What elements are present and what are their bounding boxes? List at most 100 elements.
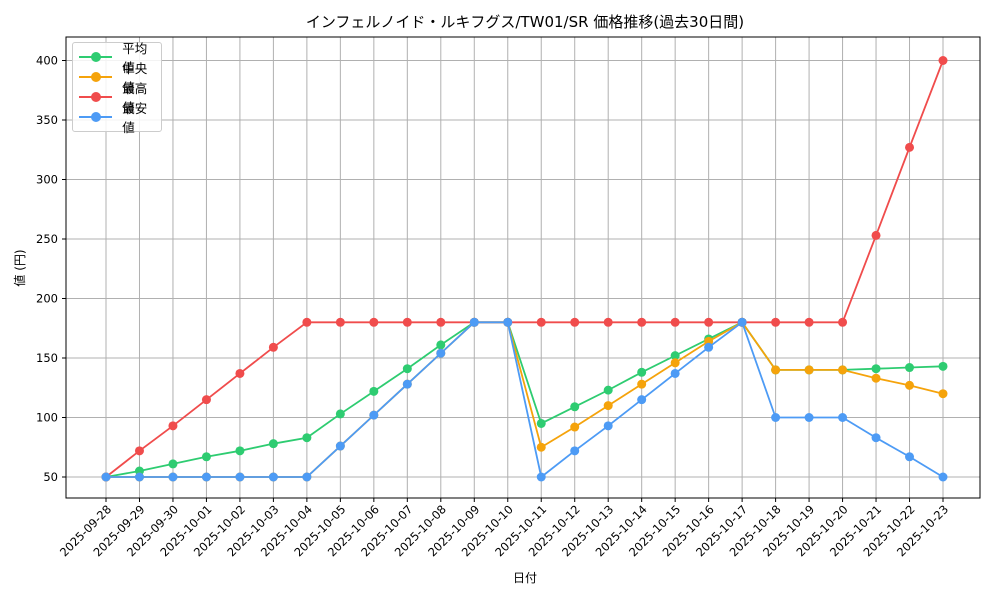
data-point — [804, 317, 814, 327]
data-point — [402, 317, 412, 327]
data-point — [704, 342, 714, 352]
data-point — [570, 446, 580, 456]
series-line — [101, 317, 948, 482]
data-point — [603, 421, 613, 431]
data-point — [570, 317, 580, 327]
data-point — [771, 317, 781, 327]
plot-frame — [65, 36, 981, 499]
data-point — [771, 413, 781, 422]
data-point — [402, 379, 412, 389]
data-point — [871, 364, 881, 374]
data-point — [938, 389, 948, 399]
legend-marker-icon — [79, 71, 113, 83]
data-point — [905, 363, 915, 373]
data-point — [804, 365, 814, 375]
data-point — [503, 317, 513, 327]
data-point — [201, 452, 211, 462]
data-point — [637, 317, 647, 327]
data-point — [570, 422, 580, 432]
data-point — [168, 472, 178, 482]
y-tick-label: 300 — [36, 173, 58, 187]
data-point — [268, 439, 278, 449]
legend-item-median: 中央値 — [79, 61, 159, 95]
data-point — [369, 386, 379, 396]
data-point — [670, 358, 680, 368]
data-point — [938, 361, 948, 371]
data-point — [201, 472, 211, 482]
data-point — [201, 395, 211, 405]
data-point — [871, 230, 881, 240]
data-point — [335, 441, 345, 451]
data-point — [938, 472, 948, 482]
y-tick-label: 50 — [43, 470, 58, 484]
data-point — [603, 317, 613, 327]
data-point — [436, 340, 446, 350]
data-point — [536, 472, 546, 482]
data-point — [737, 317, 747, 327]
legend-label: 平均値 — [122, 41, 148, 75]
data-point — [536, 418, 546, 428]
data-point — [570, 402, 580, 412]
x-axis-ticks: 2025-09-282025-09-292025-09-302025-10-01… — [57, 498, 951, 559]
data-point — [938, 56, 948, 65]
y-tick-label: 200 — [36, 292, 58, 306]
data-point — [670, 351, 680, 361]
data-point — [436, 317, 446, 327]
data-point — [268, 342, 278, 352]
y-tick-label: 150 — [36, 351, 58, 365]
data-point — [235, 446, 245, 456]
data-point — [871, 373, 881, 383]
legend-item-max: 最高値 — [79, 81, 159, 115]
y-axis-label: 値 (円) — [12, 249, 27, 286]
data-point — [235, 368, 245, 378]
data-point — [838, 413, 848, 422]
data-point — [670, 368, 680, 378]
legend-marker-icon — [79, 51, 113, 63]
data-point — [302, 433, 312, 443]
data-point — [335, 317, 345, 327]
data-point — [369, 317, 379, 327]
data-point — [603, 385, 613, 395]
data-point — [101, 472, 111, 482]
data-point — [771, 365, 781, 375]
y-axis-ticks: 50 100 150 200 250 300 350 400 — [36, 54, 66, 484]
y-tick-label: 100 — [36, 411, 58, 425]
data-point — [168, 421, 178, 431]
chart-title: インフェルノイド・ルキフグス/TW01/SR 価格推移(過去30日間) — [305, 13, 745, 31]
y-tick-label: 400 — [36, 54, 58, 68]
legend-label: 最高値 — [122, 81, 148, 115]
data-point — [134, 446, 144, 456]
legend: 平均値 中央値 最高値 最安値 — [72, 41, 162, 135]
data-point — [871, 433, 881, 443]
y-tick-label: 250 — [36, 232, 58, 246]
legend-marker-icon — [79, 111, 113, 123]
legend-item-min: 最安値 — [79, 101, 159, 135]
y-tick-label: 350 — [36, 113, 58, 127]
grid-lines — [66, 37, 980, 498]
data-point — [335, 409, 345, 419]
legend-marker-icon — [79, 91, 113, 103]
data-series — [101, 56, 948, 482]
legend-label: 最安値 — [122, 101, 148, 135]
data-point — [838, 317, 848, 327]
data-point — [905, 142, 915, 152]
data-point — [134, 472, 144, 482]
data-point — [637, 367, 647, 377]
legend-label: 中央値 — [122, 61, 148, 95]
data-point — [168, 459, 178, 469]
data-point — [637, 395, 647, 405]
data-point — [402, 364, 412, 374]
x-axis-label: 日付 — [513, 571, 537, 585]
legend-item-average: 平均値 — [79, 41, 159, 75]
data-point — [804, 413, 814, 422]
data-point — [536, 317, 546, 327]
data-point — [302, 472, 312, 482]
series-line — [101, 56, 948, 482]
data-point — [436, 348, 446, 358]
data-point — [302, 317, 312, 327]
data-point — [704, 317, 714, 327]
data-point — [838, 365, 848, 375]
data-point — [905, 380, 915, 390]
data-point — [637, 379, 647, 389]
